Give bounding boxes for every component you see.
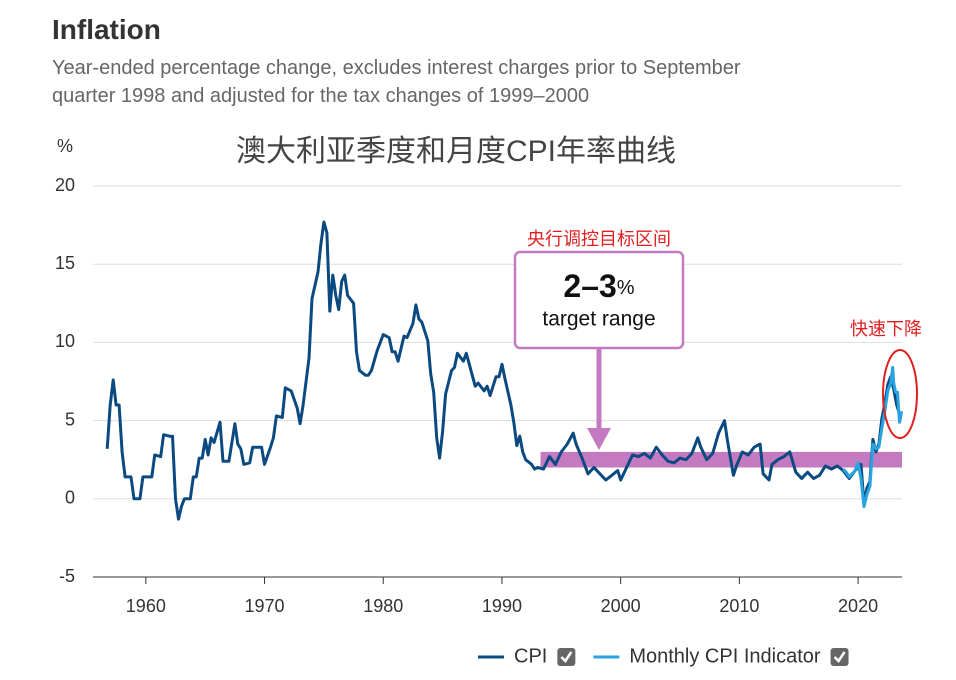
y-tick-label: 15	[55, 253, 75, 273]
checkmark	[833, 651, 846, 663]
x-tick-label: 1970	[245, 596, 285, 616]
callout-box	[513, 250, 685, 350]
x-tick-label: 2010	[719, 596, 759, 616]
callout-ellipse	[882, 349, 918, 439]
x-tick-label: 1980	[363, 596, 403, 616]
x-tick-label: 1990	[482, 596, 522, 616]
subtitle: Year-ended percentage change, excludes i…	[52, 57, 741, 107]
series-line	[842, 365, 904, 509]
legend-label: CPI	[514, 645, 547, 667]
y-tick-label: 20	[55, 175, 75, 195]
y-tick-label: 0	[65, 488, 75, 508]
x-tick-label: 2020	[838, 596, 878, 616]
range-unit: %	[617, 277, 635, 299]
callout-arrowhead	[587, 428, 611, 450]
y-unit: %	[57, 136, 73, 156]
checkbox	[557, 648, 576, 666]
target-band	[540, 451, 902, 468]
x-tick-label: 2000	[601, 596, 641, 616]
page-title: Inflation	[52, 14, 161, 45]
legend-toggle[interactable]	[557, 648, 576, 666]
y-tick-label: -5	[59, 566, 75, 586]
checkbox	[830, 648, 849, 666]
band-title: 央行调控目标区间	[527, 229, 671, 249]
y-tick-label: 10	[55, 331, 75, 351]
legend-toggle[interactable]	[830, 648, 849, 666]
range-value: 2–3	[563, 268, 616, 304]
x-tick-label: 1960	[126, 596, 166, 616]
chart-title: 澳大利亚季度和月度CPI年率曲线	[236, 135, 676, 168]
checkmark	[560, 651, 573, 663]
y-tick-label: 5	[65, 409, 75, 429]
range-caption: target range	[542, 308, 655, 331]
callout-text: 快速下降	[850, 319, 922, 339]
header: Inflation Year-ended percentage change, …	[52, 12, 812, 110]
legend-label: Monthly CPI Indicator	[629, 645, 821, 667]
range-label: 2–3%	[563, 268, 634, 304]
series-line	[105, 220, 902, 521]
